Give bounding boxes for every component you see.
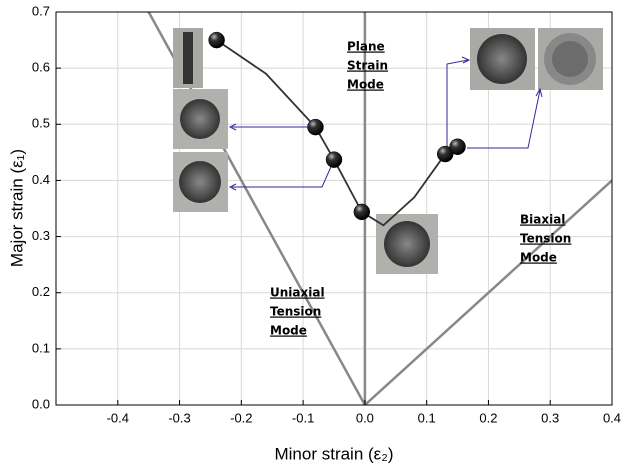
y-tick-label: 0.6 <box>32 60 50 75</box>
mode-annotation: Plane <box>347 40 385 54</box>
x-tick-label: -0.3 <box>168 410 190 425</box>
x-tick-label: -0.1 <box>292 410 314 425</box>
data-point <box>354 204 370 220</box>
mode-annotation: Mode <box>270 324 307 338</box>
mode-annotation: Tension <box>520 232 571 246</box>
data-point <box>209 32 225 48</box>
mode-annotation: Uniaxial <box>270 286 325 300</box>
x-axis-label: Minor strain (ε₂) <box>274 444 393 463</box>
x-tick-label: 0.1 <box>418 410 436 425</box>
y-tick-label: 0.1 <box>32 340 50 355</box>
x-tick-label: 0.4 <box>603 410 621 425</box>
mode-annotation: Strain <box>347 59 388 73</box>
x-tick-label: 0.0 <box>356 410 374 425</box>
y-tick-label: 0.4 <box>32 172 50 187</box>
x-tick-label: 0.3 <box>541 410 559 425</box>
data-point <box>450 139 466 155</box>
data-point <box>307 119 323 135</box>
mode-annotation: Biaxial <box>520 213 565 227</box>
mode-annotation: Mode <box>520 251 557 265</box>
x-tick-label: 0.2 <box>479 410 497 425</box>
x-tick-label: -0.2 <box>230 410 252 425</box>
y-tick-label: 0.2 <box>32 284 50 299</box>
mode-annotation: Mode <box>347 78 384 92</box>
y-tick-label: 0.5 <box>32 116 50 131</box>
y-tick-label: 0.7 <box>32 3 50 18</box>
y-axis-label: Major strain (ε₁) <box>7 149 26 267</box>
x-tick-label: -0.4 <box>107 410 129 425</box>
mode-annotation: Tension <box>270 305 321 319</box>
y-tick-label: 0.0 <box>32 396 50 411</box>
y-tick-label: 0.3 <box>32 228 50 243</box>
data-point <box>326 152 342 168</box>
chart: Minor strain (ε₂) Major strain (ε₁) -0.4… <box>0 0 641 475</box>
